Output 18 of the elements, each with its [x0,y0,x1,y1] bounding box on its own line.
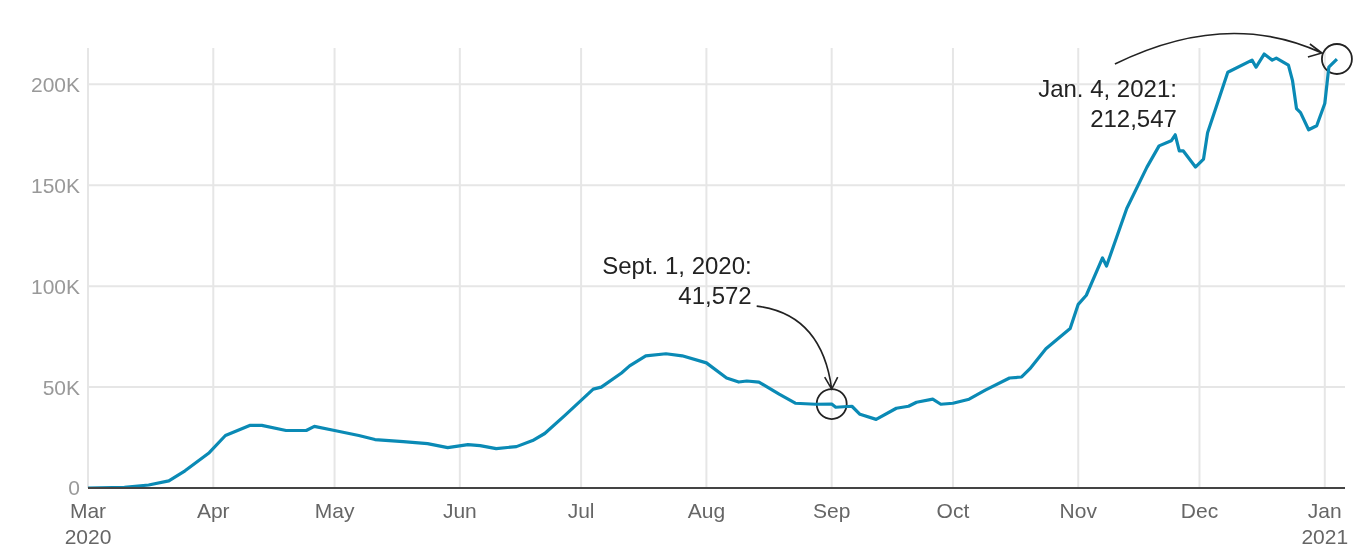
y-tick-label: 200K [30,72,80,96]
x-tick-label: Aug [687,499,726,522]
x-tick-label: Jul [567,499,595,522]
y-tick-label: 150K [30,173,80,197]
data-label: Sept. 1, 2020: 41,572 [602,252,752,310]
x-tick-label: Jan 2021 [1301,499,1349,548]
x-tick-label: Sep [813,499,851,522]
y-tick-label: 0 [68,476,80,500]
x-tick-label: Apr [196,499,230,522]
x-tick-label: Nov [1059,499,1098,522]
x-tick-label: Jun [442,499,477,522]
data-label: Jan. 4, 2021: 212,547 [1038,75,1177,133]
x-tick-label: Dec [1180,499,1219,522]
y-tick-label: 50K [42,375,80,399]
y-tick-label: 100K [30,274,80,298]
x-tick-label: Oct [936,499,970,522]
x-tick-label: Mar 2020 [64,499,112,548]
x-tick-label: May [314,499,355,522]
